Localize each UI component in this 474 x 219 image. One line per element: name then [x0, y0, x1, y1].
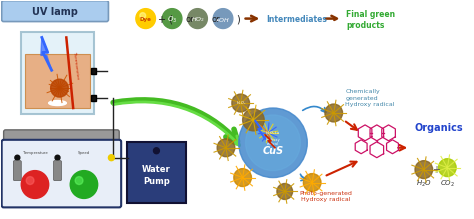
Circle shape — [188, 9, 207, 28]
Text: Dye: Dye — [140, 17, 152, 22]
Circle shape — [136, 9, 155, 28]
Text: $•OH$: $•OH$ — [216, 16, 231, 24]
Text: Final green
products: Final green products — [346, 9, 396, 30]
Circle shape — [70, 171, 98, 198]
FancyBboxPatch shape — [4, 130, 119, 144]
Circle shape — [21, 171, 49, 198]
FancyBboxPatch shape — [2, 1, 109, 21]
Circle shape — [75, 177, 83, 185]
Text: Organics: Organics — [414, 123, 463, 133]
Circle shape — [243, 109, 264, 131]
Circle shape — [325, 104, 343, 122]
Text: + (: + ( — [158, 15, 173, 25]
Text: $H_2O_2$ to
Hydroxy
radical: $H_2O_2$ to Hydroxy radical — [265, 129, 281, 146]
Text: $H_2O$: $H_2O$ — [416, 178, 432, 189]
Circle shape — [26, 177, 34, 185]
Circle shape — [162, 9, 182, 28]
Text: $CO_2$: $CO_2$ — [440, 178, 455, 189]
Circle shape — [213, 9, 233, 28]
Circle shape — [232, 94, 249, 112]
Circle shape — [239, 108, 307, 178]
FancyBboxPatch shape — [91, 68, 96, 74]
Text: +: + — [432, 165, 439, 175]
FancyBboxPatch shape — [21, 32, 94, 114]
Text: Water
Pump: Water Pump — [142, 165, 171, 186]
Text: ): ) — [236, 15, 239, 25]
Circle shape — [109, 155, 114, 161]
Text: Temperature: Temperature — [23, 151, 47, 155]
Circle shape — [55, 155, 60, 160]
Text: Speed: Speed — [78, 151, 90, 155]
Circle shape — [303, 174, 321, 191]
Circle shape — [438, 159, 456, 177]
Circle shape — [51, 79, 68, 97]
Circle shape — [15, 155, 20, 160]
Circle shape — [154, 148, 159, 154]
Circle shape — [140, 13, 146, 19]
Text: or: or — [211, 15, 220, 24]
Text: UV lamp: UV lamp — [32, 7, 78, 17]
FancyBboxPatch shape — [2, 140, 121, 207]
Circle shape — [415, 161, 433, 178]
Text: Intermediates: Intermediates — [266, 15, 327, 24]
FancyBboxPatch shape — [127, 142, 186, 203]
Text: $HO_2$: $HO_2$ — [191, 15, 205, 24]
Circle shape — [277, 184, 292, 200]
Text: or: or — [186, 15, 194, 24]
Text: $H_2O_2$: $H_2O_2$ — [236, 99, 246, 107]
FancyBboxPatch shape — [54, 161, 62, 180]
Text: CuS: CuS — [263, 146, 283, 156]
Circle shape — [217, 139, 235, 157]
FancyBboxPatch shape — [13, 161, 21, 180]
FancyBboxPatch shape — [91, 95, 96, 101]
FancyBboxPatch shape — [25, 54, 90, 108]
Text: Chemically
generated
Hydroxy radical: Chemically generated Hydroxy radical — [346, 89, 395, 107]
Text: Photo-generated
Hydroxy radical: Photo-generated Hydroxy radical — [300, 191, 352, 202]
Ellipse shape — [49, 101, 66, 106]
Polygon shape — [41, 37, 52, 70]
Text: Thermometer: Thermometer — [73, 51, 80, 80]
Circle shape — [246, 115, 301, 171]
Circle shape — [234, 169, 251, 187]
Text: $O_3$: $O_3$ — [167, 14, 177, 25]
